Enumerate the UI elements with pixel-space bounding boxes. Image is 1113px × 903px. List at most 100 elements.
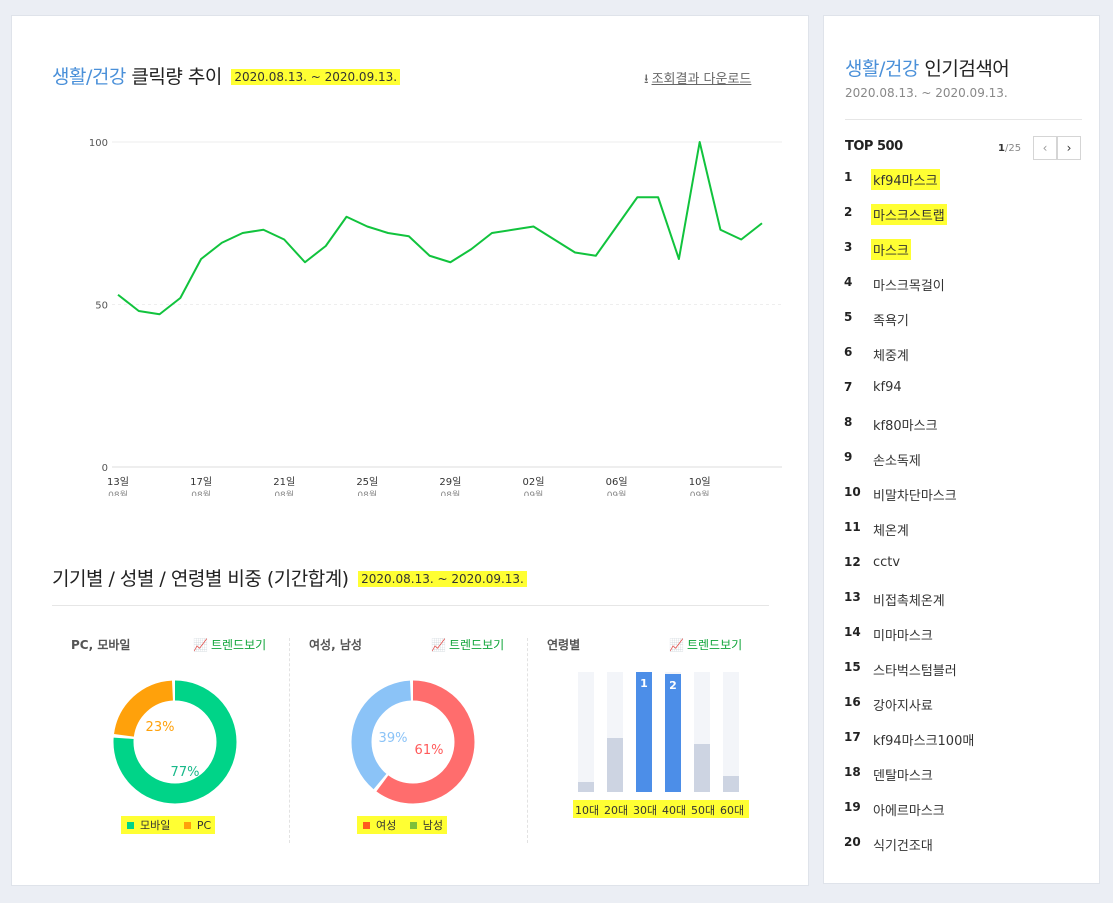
keyword-link[interactable]: 손소독제 — [873, 454, 921, 469]
keyword-link[interactable]: 비접촉체온계 — [873, 594, 945, 609]
category-name: 생활/건강 — [52, 66, 126, 88]
ranking-divider — [845, 119, 1082, 120]
rank-number: 17 — [844, 730, 861, 744]
keyword-link[interactable]: 체중계 — [873, 349, 909, 364]
keyword-link[interactable]: 비말차단마스크 — [873, 489, 957, 504]
age-trend-button[interactable]: 📈 트렌드보기 — [669, 636, 742, 653]
pc-legend-swatch — [183, 822, 191, 829]
rank-number: 2 — [844, 205, 853, 219]
keyword-link[interactable]: 마스크목걸이 — [873, 279, 945, 294]
female-slice — [351, 680, 475, 804]
ranking-panel: 생활/건강 인기검색어 2020.08.13. ~ 2020.09.13. TO… — [823, 15, 1100, 884]
trend-chart-icon: 📈 — [431, 638, 446, 652]
trend-chart-icon: 📈 — [193, 638, 208, 652]
x-tick-day: 17일 — [190, 476, 212, 488]
device-trend-button[interactable]: 📈 트렌드보기 — [193, 636, 266, 653]
keyword-link[interactable]: 식기건조대 — [873, 839, 933, 854]
chevron-left-icon: ‹ — [1042, 141, 1048, 155]
keyword-link[interactable]: kf94마스크100매 — [873, 734, 975, 749]
x-tick-month: 09월 — [607, 489, 627, 496]
age-bar-track: 1 — [636, 672, 652, 792]
keyword-link[interactable]: kf80마스크 — [873, 419, 938, 434]
x-tick-day: 13일 — [107, 476, 129, 488]
keyword-link[interactable]: cctv — [873, 555, 901, 570]
x-tick-day: 06일 — [606, 476, 628, 488]
keyword-link[interactable]: kf94 — [873, 380, 902, 395]
ranking-date-range: 2020.08.13. ~ 2020.09.13. — [845, 86, 1008, 100]
rank-number: 6 — [844, 345, 853, 359]
page-current: 1 — [998, 143, 1005, 154]
ratio-title: 기기별 / 성별 / 연령별 비중 (기간합계) 2020.08.13. ~ 2… — [52, 564, 527, 591]
ratio-date-range: 2020.08.13. ~ 2020.09.13. — [358, 571, 527, 587]
keyword-link[interactable]: kf94마스크 — [871, 169, 940, 190]
mobile-slice — [113, 680, 237, 804]
section-divider — [52, 605, 769, 606]
device-label: PC, 모바일 — [71, 638, 131, 652]
trend-chart-icon: 📈 — [669, 638, 684, 652]
age-bar — [578, 782, 594, 792]
ranking-title: 생활/건강 인기검색어 — [845, 54, 1010, 81]
column-separator — [527, 638, 528, 843]
device-donut-chart: 23% 77% — [113, 680, 237, 804]
x-tick-month: 08월 — [191, 489, 211, 496]
rank-number: 5 — [844, 310, 853, 324]
x-tick-day: 25일 — [356, 476, 378, 488]
keyword-link[interactable]: 족욕기 — [873, 314, 909, 329]
keyword-link[interactable]: 마스크스트랩 — [871, 204, 947, 225]
age-bar: 1 — [636, 672, 652, 792]
age-label: 연령별 — [547, 638, 581, 652]
keyword-link[interactable]: 강아지사료 — [873, 699, 933, 714]
gender-donut-chart: 39% 61% — [351, 680, 475, 804]
y-tick-label: 100 — [89, 138, 108, 149]
rank-number: 11 — [844, 520, 861, 534]
next-page-button[interactable]: › — [1057, 136, 1081, 160]
female-legend-swatch — [363, 822, 370, 829]
x-tick-day: 29일 — [439, 476, 461, 488]
trend-panel: 생활/건강 클릭량 추이 2020.08.13. ~ 2020.09.13. ⭳… — [11, 15, 809, 886]
click-trend-title: 생활/건강 클릭량 추이 2020.08.13. ~ 2020.09.13. — [52, 62, 401, 89]
female-percent: 61% — [415, 743, 444, 758]
age-label: 60대 — [720, 804, 745, 817]
keyword-link[interactable]: 스타벅스텀블러 — [873, 664, 957, 679]
trend-label: 트렌드보기 — [210, 638, 267, 652]
gender-label: 여성, 남성 — [309, 638, 362, 652]
legend-pc: PC — [196, 819, 212, 832]
mobile-legend-swatch — [127, 822, 134, 829]
page-total: /25 — [1004, 143, 1022, 154]
rank-number: 14 — [844, 625, 861, 639]
chevron-right-icon: › — [1066, 141, 1072, 155]
x-tick-month: 09월 — [690, 489, 710, 496]
legend-mobile: 모바일 — [140, 819, 171, 832]
keyword-link[interactable]: 미마마스크 — [873, 629, 933, 644]
age-label: 30대 — [633, 804, 658, 817]
age-label: 10대 — [575, 804, 600, 817]
y-tick-label: 0 — [102, 463, 108, 474]
age-label: 50대 — [691, 804, 716, 817]
keyword-link[interactable]: 마스크 — [871, 239, 911, 260]
gender-trend-button[interactable]: 📈 트렌드보기 — [431, 636, 504, 653]
x-tick-month: 08월 — [274, 489, 294, 496]
x-tick-month: 08월 — [108, 489, 128, 496]
ratio-title-text: 기기별 / 성별 / 연령별 비중 (기간합계) — [52, 568, 349, 590]
prev-page-button[interactable]: ‹ — [1033, 136, 1057, 160]
pc-percent: 23% — [146, 720, 175, 735]
rank-number: 8 — [844, 415, 853, 429]
y-axis: 0 50 100 — [89, 138, 108, 474]
age-rank-badge: 1 — [640, 677, 648, 690]
rank-number: 7 — [844, 380, 853, 394]
device-legend: 모바일 PC — [121, 816, 216, 834]
rank-number: 13 — [844, 590, 861, 604]
trend-line — [117, 141, 763, 316]
download-results-link[interactable]: ⭳ 조회결과 다운로드 — [644, 68, 751, 92]
age-bar — [723, 776, 739, 792]
x-tick-day: 21일 — [273, 476, 295, 488]
keyword-link[interactable]: 체온계 — [873, 524, 909, 539]
date-range: 2020.08.13. ~ 2020.09.13. — [231, 69, 401, 85]
rank-number: 15 — [844, 660, 861, 674]
age-axis-labels: 10대 20대 30대 40대 50대 60대 — [573, 800, 749, 818]
male-percent: 39% — [379, 731, 408, 746]
male-slice — [351, 680, 475, 804]
age-label: 40대 — [662, 804, 687, 817]
keyword-link[interactable]: 덴탈마스크 — [873, 769, 933, 784]
keyword-link[interactable]: 아에르마스크 — [873, 804, 945, 819]
